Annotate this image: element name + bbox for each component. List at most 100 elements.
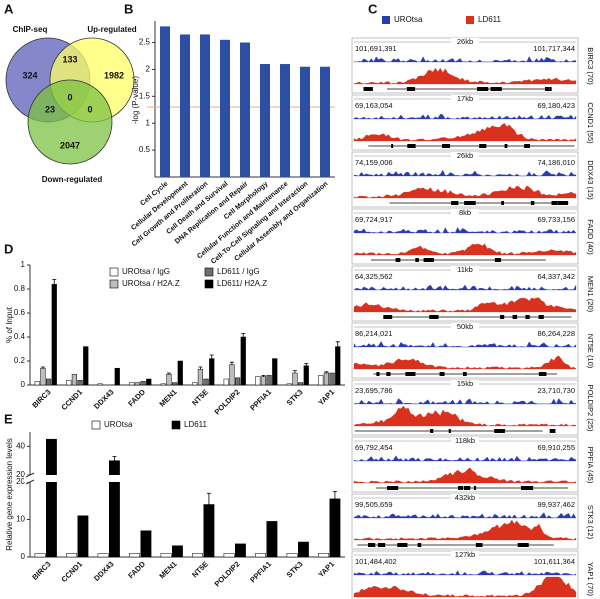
y-tick-label: 2.5 — [139, 38, 151, 47]
x-tick-label: Cellular Assembly and Organization — [233, 181, 329, 263]
gene-label: STK3 (12) — [586, 505, 595, 540]
bar — [209, 358, 215, 386]
exon — [462, 372, 467, 376]
signal-ld611 — [353, 123, 577, 142]
track-start: 69,163,054 — [355, 101, 393, 110]
bar — [220, 39, 230, 177]
track-start: 74,159,006 — [355, 158, 393, 167]
bar — [46, 378, 52, 386]
exon — [504, 144, 508, 148]
gene-label: NT5E (10) — [586, 334, 595, 369]
bar — [160, 26, 170, 178]
gene-label: PPFIA (45) — [586, 447, 595, 484]
y-tick-label: 0.4 — [14, 332, 26, 341]
error-bar — [40, 366, 45, 369]
panel-label: C — [368, 1, 378, 16]
bar — [200, 34, 210, 178]
error-bar — [166, 372, 171, 375]
exon — [429, 315, 439, 319]
bar — [129, 553, 141, 558]
signal-urotsa — [353, 169, 577, 177]
y-tick-label: 20 — [16, 477, 25, 486]
error-bar — [335, 341, 340, 347]
bar — [223, 553, 235, 558]
signal-ld611 — [353, 297, 577, 313]
bar — [203, 378, 209, 386]
y-tick-label: 1.5 — [139, 91, 151, 100]
x-tick-label: CCND1 — [59, 387, 84, 412]
bar — [177, 360, 183, 386]
bar — [197, 369, 204, 386]
y-tick-label: 1 — [146, 118, 151, 127]
bar — [235, 377, 241, 386]
signal-urotsa — [353, 227, 577, 234]
bar — [320, 66, 330, 177]
y-axis-label: -log (P-value) — [131, 76, 140, 124]
gene-label: POLDIP2 (25) — [586, 384, 595, 432]
legend-swatch — [466, 16, 474, 24]
error-bar — [332, 490, 337, 499]
x-tick-label: DDX43 — [92, 387, 115, 410]
track-end: 69,910,255 — [537, 443, 575, 452]
track-end: 69,733,156 — [537, 215, 575, 224]
exon — [520, 486, 533, 490]
signal-ld611 — [353, 67, 577, 85]
track-scale: 17kb — [457, 94, 473, 103]
exon — [439, 372, 445, 376]
ruler-gap — [451, 437, 479, 445]
legend-swatch — [91, 420, 101, 430]
exon — [442, 144, 451, 148]
error-bar — [241, 333, 246, 337]
signal-ld611 — [353, 185, 577, 199]
track-end: 74,186,010 — [537, 158, 575, 167]
exon — [386, 372, 391, 376]
signal-ld611 — [353, 576, 577, 598]
y-axis-label: % of Input — [5, 306, 14, 343]
error-bar — [52, 279, 57, 285]
track-scale: 26kb — [457, 151, 473, 160]
bar — [235, 543, 246, 558]
bar — [260, 64, 270, 177]
y-tick-label: 2 — [146, 65, 151, 74]
error-bar — [261, 375, 266, 377]
legend-label: LD611 — [184, 420, 208, 429]
error-bar — [304, 363, 309, 366]
x-tick-label: NT5E — [190, 387, 210, 407]
bar — [97, 553, 109, 558]
legend-label: LD611 / IgG — [217, 267, 260, 276]
panel-label: D — [4, 241, 13, 256]
legend-swatch — [109, 267, 119, 277]
panel-label: E — [4, 411, 13, 426]
ruler-gap — [451, 266, 479, 274]
bar — [77, 515, 89, 558]
signal-urotsa — [353, 284, 577, 291]
bar — [66, 553, 78, 558]
track-scale: 432kb — [455, 493, 475, 502]
x-tick-label: STK3 — [285, 559, 305, 579]
y-axis-label: Relative gene expression levels — [5, 438, 14, 551]
signal-urotsa — [353, 113, 577, 120]
track-scale: 118kb — [455, 436, 475, 445]
exon — [448, 429, 451, 433]
track-end: 69,180,423 — [537, 101, 575, 110]
signal-urotsa — [353, 398, 577, 405]
bar — [255, 376, 261, 386]
exon — [500, 315, 505, 319]
bar — [46, 438, 57, 558]
x-tick-label: MEN1 — [157, 387, 178, 408]
bar — [134, 382, 141, 386]
exon — [479, 144, 487, 148]
bar — [298, 541, 309, 558]
bar — [255, 553, 267, 558]
exon — [363, 87, 373, 91]
legend-label: UROtsa / H2A.Z — [122, 279, 180, 288]
axis-break — [24, 475, 347, 482]
legend-swatch — [382, 16, 390, 24]
track-start: 69,724,917 — [355, 215, 393, 224]
ruler-gap — [451, 152, 479, 160]
bar — [172, 382, 178, 386]
track-end: 101,611,364 — [534, 557, 575, 566]
exon — [494, 429, 500, 433]
track-scale: 50kb — [457, 322, 473, 331]
bar — [146, 378, 152, 386]
